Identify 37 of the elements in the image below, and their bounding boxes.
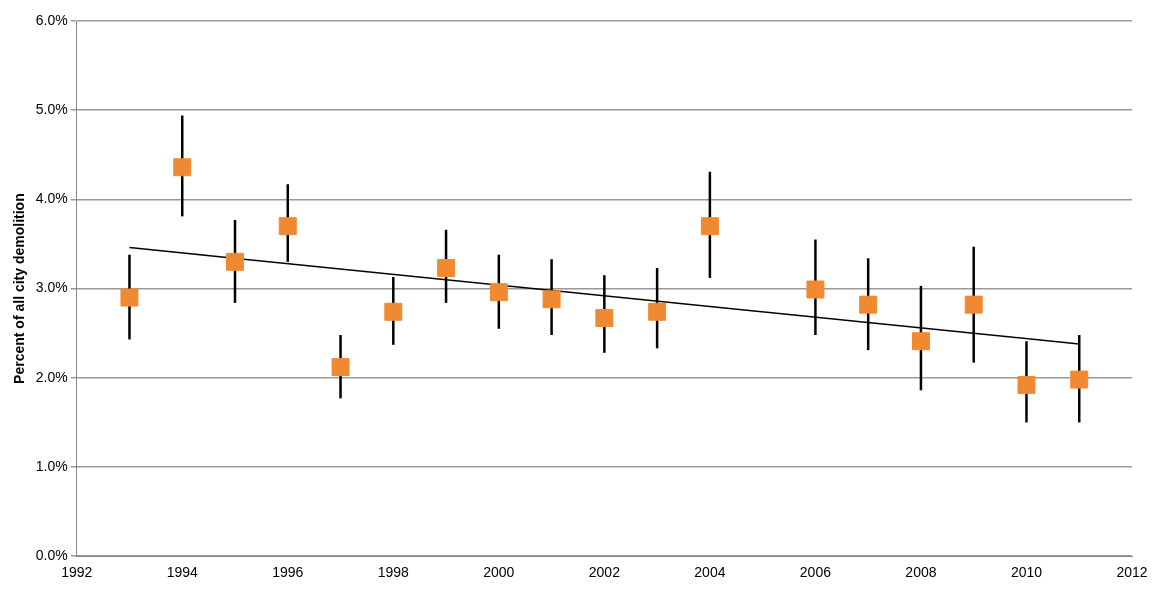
point	[964, 295, 983, 314]
point	[173, 158, 192, 177]
point	[595, 309, 614, 328]
x-tick-label: 2000	[483, 564, 515, 581]
point	[542, 290, 561, 309]
y-tick-label: 5.0%	[35, 101, 68, 118]
point	[1017, 375, 1036, 394]
point	[806, 280, 825, 299]
point	[700, 217, 719, 236]
x-tick-label: 2006	[799, 564, 832, 581]
y-tick-label: 4.0%	[35, 190, 68, 207]
y-tick-label: 0.0%	[35, 547, 68, 564]
y-axis-title: Percent of all city demolition	[11, 193, 28, 384]
y-tick-label: 1.0%	[35, 457, 68, 474]
x-tick-label: 1998	[377, 564, 410, 581]
point	[384, 302, 403, 321]
y-tick-label: 6.0%	[35, 11, 68, 28]
point	[120, 288, 139, 307]
x-tick-label: 2004	[694, 564, 726, 581]
point	[226, 252, 244, 271]
point	[278, 217, 297, 236]
point	[648, 302, 667, 321]
x-tick-label: 2012	[1116, 564, 1148, 581]
x-tick-label: 2008	[905, 564, 937, 581]
point	[859, 295, 878, 314]
x-tick-label: 2002	[588, 564, 621, 581]
x-tick-label: 1994	[166, 564, 199, 581]
point	[1070, 370, 1089, 389]
point	[911, 332, 930, 351]
y-tick-label: 2.0%	[35, 368, 68, 385]
point	[437, 259, 456, 278]
x-tick-label: 2010	[1010, 564, 1043, 581]
x-tick-label: 1992	[61, 564, 93, 581]
point	[331, 358, 350, 377]
y-tick-label: 3.0%	[35, 279, 68, 296]
x-tick-label: 1996	[272, 564, 304, 581]
point	[489, 283, 508, 302]
